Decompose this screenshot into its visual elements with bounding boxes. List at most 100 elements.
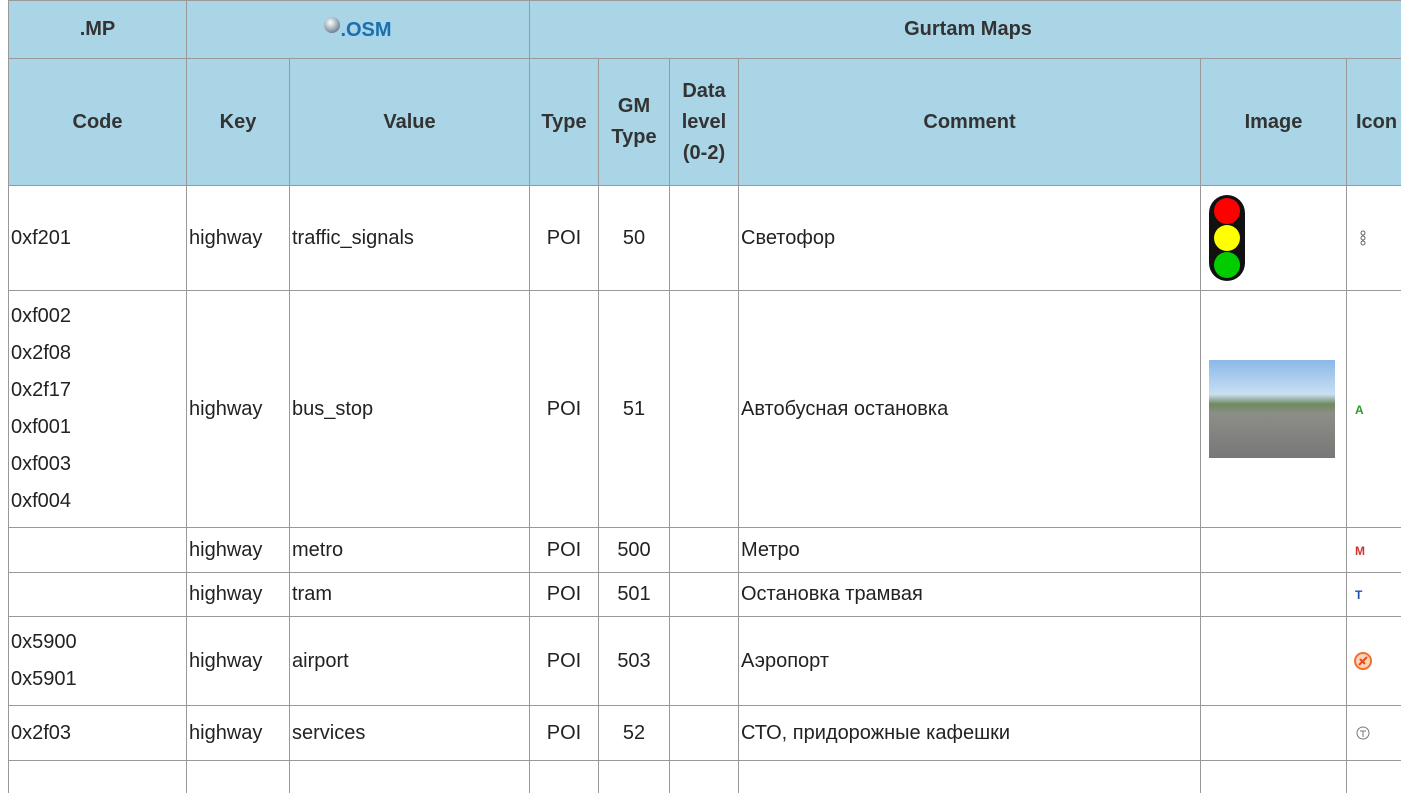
code-cell bbox=[8, 572, 187, 617]
code: 0xf004 bbox=[11, 490, 72, 512]
osm-link[interactable]: .OSM bbox=[340, 19, 392, 41]
poi-table: .MP .OSM Gurtam Maps Code Key Value Type GM … bbox=[8, 0, 1401, 793]
key-cell: highway bbox=[186, 290, 290, 528]
gm-type-cell: 503 bbox=[598, 616, 670, 706]
code: 0x2f08 bbox=[11, 342, 72, 364]
code: 0xf002 bbox=[11, 305, 72, 327]
icon-cell bbox=[1345, 705, 1401, 761]
comment-cell: СТО, придорожные кафешки bbox=[738, 705, 1201, 761]
code-cell: 0xf002 0x2f08 0x2f17 0xf001 0xf003 0xf004 bbox=[8, 290, 187, 528]
column-header: Data level (0-2) bbox=[669, 58, 739, 186]
empty-cell bbox=[669, 760, 739, 793]
table-row: highway metro POI 500 Метро M bbox=[8, 527, 1401, 573]
type-cell: POI bbox=[529, 527, 599, 573]
table-row bbox=[8, 760, 1401, 793]
empty-cell bbox=[186, 760, 290, 793]
image-cell bbox=[1200, 705, 1347, 761]
image-cell bbox=[1200, 616, 1347, 706]
column-header: Value bbox=[289, 58, 530, 186]
type-cell: POI bbox=[529, 185, 599, 291]
icon-cell bbox=[1345, 616, 1401, 706]
gm-type-cell: 500 bbox=[598, 527, 670, 573]
empty-cell bbox=[1345, 760, 1401, 793]
data-level-cell bbox=[669, 572, 739, 617]
value-cell: services bbox=[289, 705, 530, 761]
table-row: 0x5900 0x5901 highway airport POI 503 Аэропорт bbox=[8, 616, 1401, 706]
table-wrap: .MP .OSM Gurtam Maps Code Key Value Type GM … bbox=[8, 0, 1401, 793]
code: 0xf003 bbox=[11, 453, 72, 475]
icon bbox=[1354, 652, 1372, 671]
code: 0x5900 bbox=[11, 631, 77, 653]
value-cell: traffic_signals bbox=[289, 185, 530, 291]
gm-type-cell: 51 bbox=[598, 290, 670, 528]
column-header: Type bbox=[529, 58, 599, 186]
column-header: Key bbox=[186, 58, 290, 186]
group-header: .MP bbox=[8, 0, 187, 59]
code: 0xf201 bbox=[11, 226, 72, 249]
value-cell: tram bbox=[289, 572, 530, 617]
code-cell bbox=[8, 527, 187, 573]
type-cell: POI bbox=[529, 705, 599, 761]
column-header: Code bbox=[8, 58, 187, 186]
data-level-cell bbox=[669, 527, 739, 573]
data-level-cell bbox=[669, 705, 739, 761]
gm-type-cell: 501 bbox=[598, 572, 670, 617]
icon: A bbox=[1355, 402, 1364, 417]
table-row: 0xf201 highway traffic_signals POI 50 Светофо… bbox=[8, 185, 1401, 291]
column-header: Icon bbox=[1345, 58, 1401, 186]
icon-cell bbox=[1345, 185, 1401, 291]
gm-type-cell: 50 bbox=[598, 185, 670, 291]
icon bbox=[1360, 230, 1366, 246]
comment-cell: Метро bbox=[738, 527, 1201, 573]
code-cell: 0x5900 0x5901 bbox=[8, 616, 187, 706]
group-header: Gurtam Maps bbox=[528, 0, 1401, 59]
image-cell bbox=[1200, 185, 1347, 291]
code-cell: 0xf201 bbox=[8, 185, 187, 291]
table-row: highway tram POI 501 Остановка трамвая T bbox=[8, 572, 1401, 617]
icon: M bbox=[1355, 543, 1365, 558]
key-cell: highway bbox=[186, 527, 290, 573]
type-cell: POI bbox=[529, 572, 599, 617]
key-cell: highway bbox=[186, 705, 290, 761]
value-cell: metro bbox=[289, 527, 530, 573]
empty-cell bbox=[529, 760, 599, 793]
icon-cell: A bbox=[1345, 290, 1401, 528]
image-cell bbox=[1200, 572, 1347, 617]
empty-cell bbox=[738, 760, 1201, 793]
bus-stop-photo bbox=[1209, 360, 1335, 458]
empty-cell bbox=[598, 760, 670, 793]
code: 0x5901 bbox=[11, 668, 77, 690]
image-cell bbox=[1200, 290, 1347, 528]
type-cell: POI bbox=[529, 616, 599, 706]
icon: T bbox=[1355, 588, 1363, 602]
icon-cell: M bbox=[1345, 527, 1401, 573]
comment-cell: Остановка трамвая bbox=[738, 572, 1201, 617]
code: 0x2f03 bbox=[11, 721, 72, 744]
data-level-cell bbox=[669, 290, 739, 528]
value-cell: airport bbox=[289, 616, 530, 706]
empty-cell bbox=[1200, 760, 1347, 793]
value-cell: bus_stop bbox=[289, 290, 530, 528]
column-header: Comment bbox=[738, 58, 1201, 186]
table-row: 0xf002 0x2f08 0x2f17 0xf001 0xf003 0xf004 high… bbox=[8, 290, 1401, 528]
icon-cell: T bbox=[1345, 572, 1401, 617]
column-header: GM Type bbox=[598, 58, 670, 186]
icon bbox=[1356, 726, 1370, 740]
key-cell: highway bbox=[186, 616, 290, 706]
data-level-cell bbox=[669, 185, 739, 291]
empty-cell bbox=[289, 760, 530, 793]
empty-cell bbox=[8, 760, 187, 793]
group-header: .OSM bbox=[186, 0, 530, 59]
code-cell: 0x2f03 bbox=[8, 705, 187, 761]
traffic-light bbox=[1209, 195, 1245, 281]
image-cell bbox=[1200, 527, 1347, 573]
code: 0x2f17 bbox=[11, 379, 72, 401]
column-header: Image bbox=[1200, 58, 1347, 186]
key-cell: highway bbox=[186, 572, 290, 617]
key-cell: highway bbox=[186, 185, 290, 291]
gm-type-cell: 52 bbox=[598, 705, 670, 761]
comment-cell: Аэропорт bbox=[738, 616, 1201, 706]
comment-cell: Светофор bbox=[738, 185, 1201, 291]
type-cell: POI bbox=[529, 290, 599, 528]
